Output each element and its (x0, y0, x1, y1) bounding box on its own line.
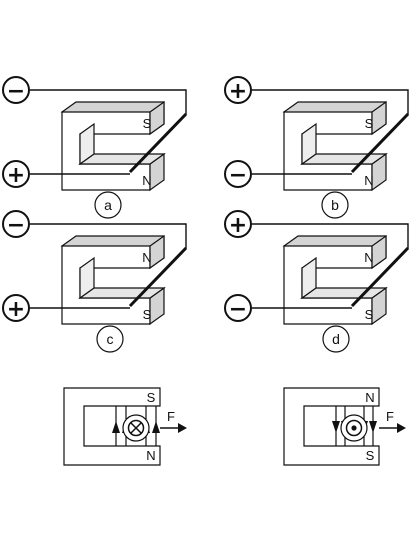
panel-a: − + S N a (2, 76, 188, 219)
magnet-inner-wall (301, 122, 317, 166)
panel-d: + − N S d (224, 210, 410, 353)
force-label: F (386, 409, 394, 424)
pole-bottom-label: S (366, 448, 375, 463)
terminal-top-sign: + (229, 79, 247, 104)
pole-bottom-label: N (142, 173, 151, 188)
terminal-top-sign: − (7, 79, 25, 104)
current-into-page-icon (130, 422, 142, 434)
terminal-top (224, 76, 252, 104)
magnet-top-side (149, 100, 165, 136)
magnet-inner-wall (79, 122, 95, 166)
terminal-bottom (224, 294, 252, 322)
caption: a (104, 197, 112, 213)
panel-b: + − S N b (224, 76, 410, 219)
terminal-top (2, 76, 30, 104)
pole-top-label: N (142, 250, 151, 265)
field-view-left: F S N (63, 387, 187, 466)
rod (128, 246, 188, 308)
rod (350, 246, 410, 308)
terminal-bottom-sign: + (7, 297, 25, 322)
pole-top-label: S (143, 116, 152, 131)
caption-circle (94, 191, 122, 219)
magnet-outline (283, 387, 380, 466)
field-arrow (152, 421, 160, 433)
magnet-inner-wall (79, 256, 95, 300)
caption: d (332, 331, 340, 347)
rod (128, 112, 188, 174)
magnet-top-side (371, 100, 387, 136)
terminal-bottom-sign: + (7, 163, 25, 188)
caption-circle (96, 325, 124, 353)
terminal-top (2, 210, 30, 238)
terminal-top (224, 210, 252, 238)
terminal-bottom (2, 294, 30, 322)
terminal-bottom-sign: − (229, 297, 247, 322)
pole-top-label: S (365, 116, 374, 131)
terminal-top-sign: − (7, 213, 25, 238)
force-label: F (167, 409, 175, 424)
magnet-inner-wall (301, 256, 317, 300)
terminal-bottom (224, 160, 252, 188)
caption-circle (322, 325, 350, 353)
pole-top-label: N (365, 390, 374, 405)
force-arrow-head (178, 423, 187, 433)
field-view-right: F N S (283, 387, 406, 466)
magnet-outline (63, 387, 161, 466)
pole-bottom-label: S (365, 307, 374, 322)
panel-c: − + N S c (2, 210, 188, 353)
pole-top-label: S (147, 390, 156, 405)
terminal-top-sign: + (229, 213, 247, 238)
force-arrow-head (397, 423, 406, 433)
field-arrow (112, 421, 120, 433)
rod (350, 112, 410, 174)
caption: c (107, 331, 114, 347)
pole-bottom-label: N (364, 173, 373, 188)
field-arrow (332, 421, 340, 433)
terminal-bottom-sign: − (229, 163, 247, 188)
pole-bottom-label: N (146, 448, 155, 463)
caption-circle (321, 191, 349, 219)
terminal-bottom (2, 160, 30, 188)
pole-top-label: N (364, 250, 373, 265)
current-out-of-page-icon (351, 425, 357, 431)
magnet-top-side (371, 234, 387, 270)
caption: b (331, 197, 339, 213)
pole-bottom-label: S (143, 307, 152, 322)
magnet-top-side (149, 234, 165, 270)
field-arrow (369, 421, 377, 433)
